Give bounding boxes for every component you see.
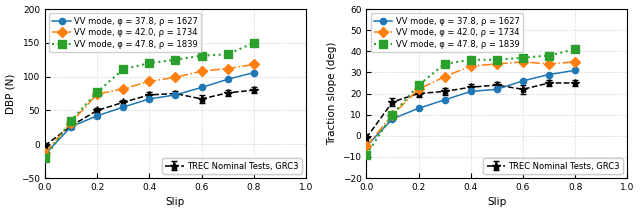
VV mode, φ = 47.8, ρ = 1839 [362,154,370,156]
VV mode, φ = 42.0, ρ = 1734 [93,93,101,95]
Legend: TREC Nominal Tests, GRC3: TREC Nominal Tests, GRC3 [162,158,301,174]
VV mode, φ = 37.8, ρ = 1627 [519,80,527,82]
VV mode, φ = 37.8, ρ = 1627 [415,107,422,110]
VV mode, φ = 42.0, ρ = 1734 [415,88,422,91]
Line: VV mode, φ = 47.8, ρ = 1839: VV mode, φ = 47.8, ρ = 1839 [362,45,579,159]
VV mode, φ = 37.8, ρ = 1627 [224,78,232,81]
VV mode, φ = 37.8, ρ = 1627 [93,115,101,117]
VV mode, φ = 42.0, ρ = 1734 [493,63,500,65]
VV mode, φ = 47.8, ρ = 1839 [93,91,101,94]
VV mode, φ = 37.8, ρ = 1627 [120,106,127,108]
VV mode, φ = 47.8, ρ = 1839 [467,59,474,61]
VV mode, φ = 47.8, ρ = 1839 [441,63,449,65]
VV mode, φ = 47.8, ρ = 1839 [572,48,579,50]
VV mode, φ = 37.8, ρ = 1627 [198,86,205,89]
VV mode, φ = 42.0, ρ = 1734 [250,63,257,66]
VV mode, φ = 47.8, ρ = 1839 [172,59,179,61]
VV mode, φ = 47.8, ρ = 1839 [415,84,422,86]
VV mode, φ = 42.0, ρ = 1734 [145,80,153,83]
VV mode, φ = 37.8, ρ = 1627 [67,125,75,128]
VV mode, φ = 47.8, ρ = 1839 [145,62,153,64]
VV mode, φ = 42.0, ρ = 1734 [388,113,396,116]
VV mode, φ = 42.0, ρ = 1734 [572,60,579,63]
VV mode, φ = 42.0, ρ = 1734 [362,145,370,148]
VV mode, φ = 42.0, ρ = 1734 [120,88,127,90]
VV mode, φ = 42.0, ρ = 1734 [172,76,179,79]
VV mode, φ = 37.8, ρ = 1627 [545,73,553,76]
VV mode, φ = 47.8, ρ = 1839 [519,56,527,59]
VV mode, φ = 47.8, ρ = 1839 [224,53,232,56]
VV mode, φ = 42.0, ρ = 1734 [545,63,553,65]
VV mode, φ = 37.8, ρ = 1627 [388,118,396,120]
VV mode, φ = 42.0, ρ = 1734 [67,121,75,124]
VV mode, φ = 47.8, ρ = 1839 [545,54,553,57]
VV mode, φ = 42.0, ρ = 1734 [467,65,474,67]
VV mode, φ = 47.8, ρ = 1839 [250,42,257,44]
X-axis label: Slip: Slip [487,197,506,207]
VV mode, φ = 42.0, ρ = 1734 [519,60,527,63]
VV mode, φ = 37.8, ρ = 1627 [362,145,370,148]
Y-axis label: Traction slope (deg): Traction slope (deg) [327,42,337,145]
VV mode, φ = 37.8, ρ = 1627 [41,153,49,156]
VV mode, φ = 42.0, ρ = 1734 [41,152,49,154]
VV mode, φ = 37.8, ρ = 1627 [493,88,500,91]
Y-axis label: DBP (N): DBP (N) [6,73,15,114]
VV mode, φ = 42.0, ρ = 1734 [224,67,232,70]
VV mode, φ = 47.8, ρ = 1839 [120,68,127,71]
VV mode, φ = 47.8, ρ = 1839 [388,113,396,116]
Line: VV mode, φ = 47.8, ρ = 1839: VV mode, φ = 47.8, ρ = 1839 [41,39,257,162]
VV mode, φ = 47.8, ρ = 1839 [67,119,75,122]
VV mode, φ = 37.8, ρ = 1627 [441,99,449,101]
X-axis label: Slip: Slip [166,197,185,207]
Line: VV mode, φ = 42.0, ρ = 1734: VV mode, φ = 42.0, ρ = 1734 [362,58,579,150]
Line: VV mode, φ = 37.8, ρ = 1627: VV mode, φ = 37.8, ρ = 1627 [364,67,578,150]
Line: VV mode, φ = 42.0, ρ = 1734: VV mode, φ = 42.0, ρ = 1734 [41,61,257,157]
VV mode, φ = 42.0, ρ = 1734 [441,75,449,78]
Line: VV mode, φ = 37.8, ρ = 1627: VV mode, φ = 37.8, ρ = 1627 [42,69,257,157]
VV mode, φ = 47.8, ρ = 1839 [198,54,205,57]
Legend: TREC Nominal Tests, GRC3: TREC Nominal Tests, GRC3 [483,158,623,174]
VV mode, φ = 37.8, ρ = 1627 [145,98,153,100]
VV mode, φ = 47.8, ρ = 1839 [41,157,49,159]
VV mode, φ = 37.8, ρ = 1627 [250,71,257,74]
VV mode, φ = 37.8, ρ = 1627 [467,90,474,93]
VV mode, φ = 37.8, ρ = 1627 [572,69,579,72]
VV mode, φ = 47.8, ρ = 1839 [493,59,500,61]
VV mode, φ = 37.8, ρ = 1627 [172,94,179,96]
VV mode, φ = 42.0, ρ = 1734 [198,70,205,72]
